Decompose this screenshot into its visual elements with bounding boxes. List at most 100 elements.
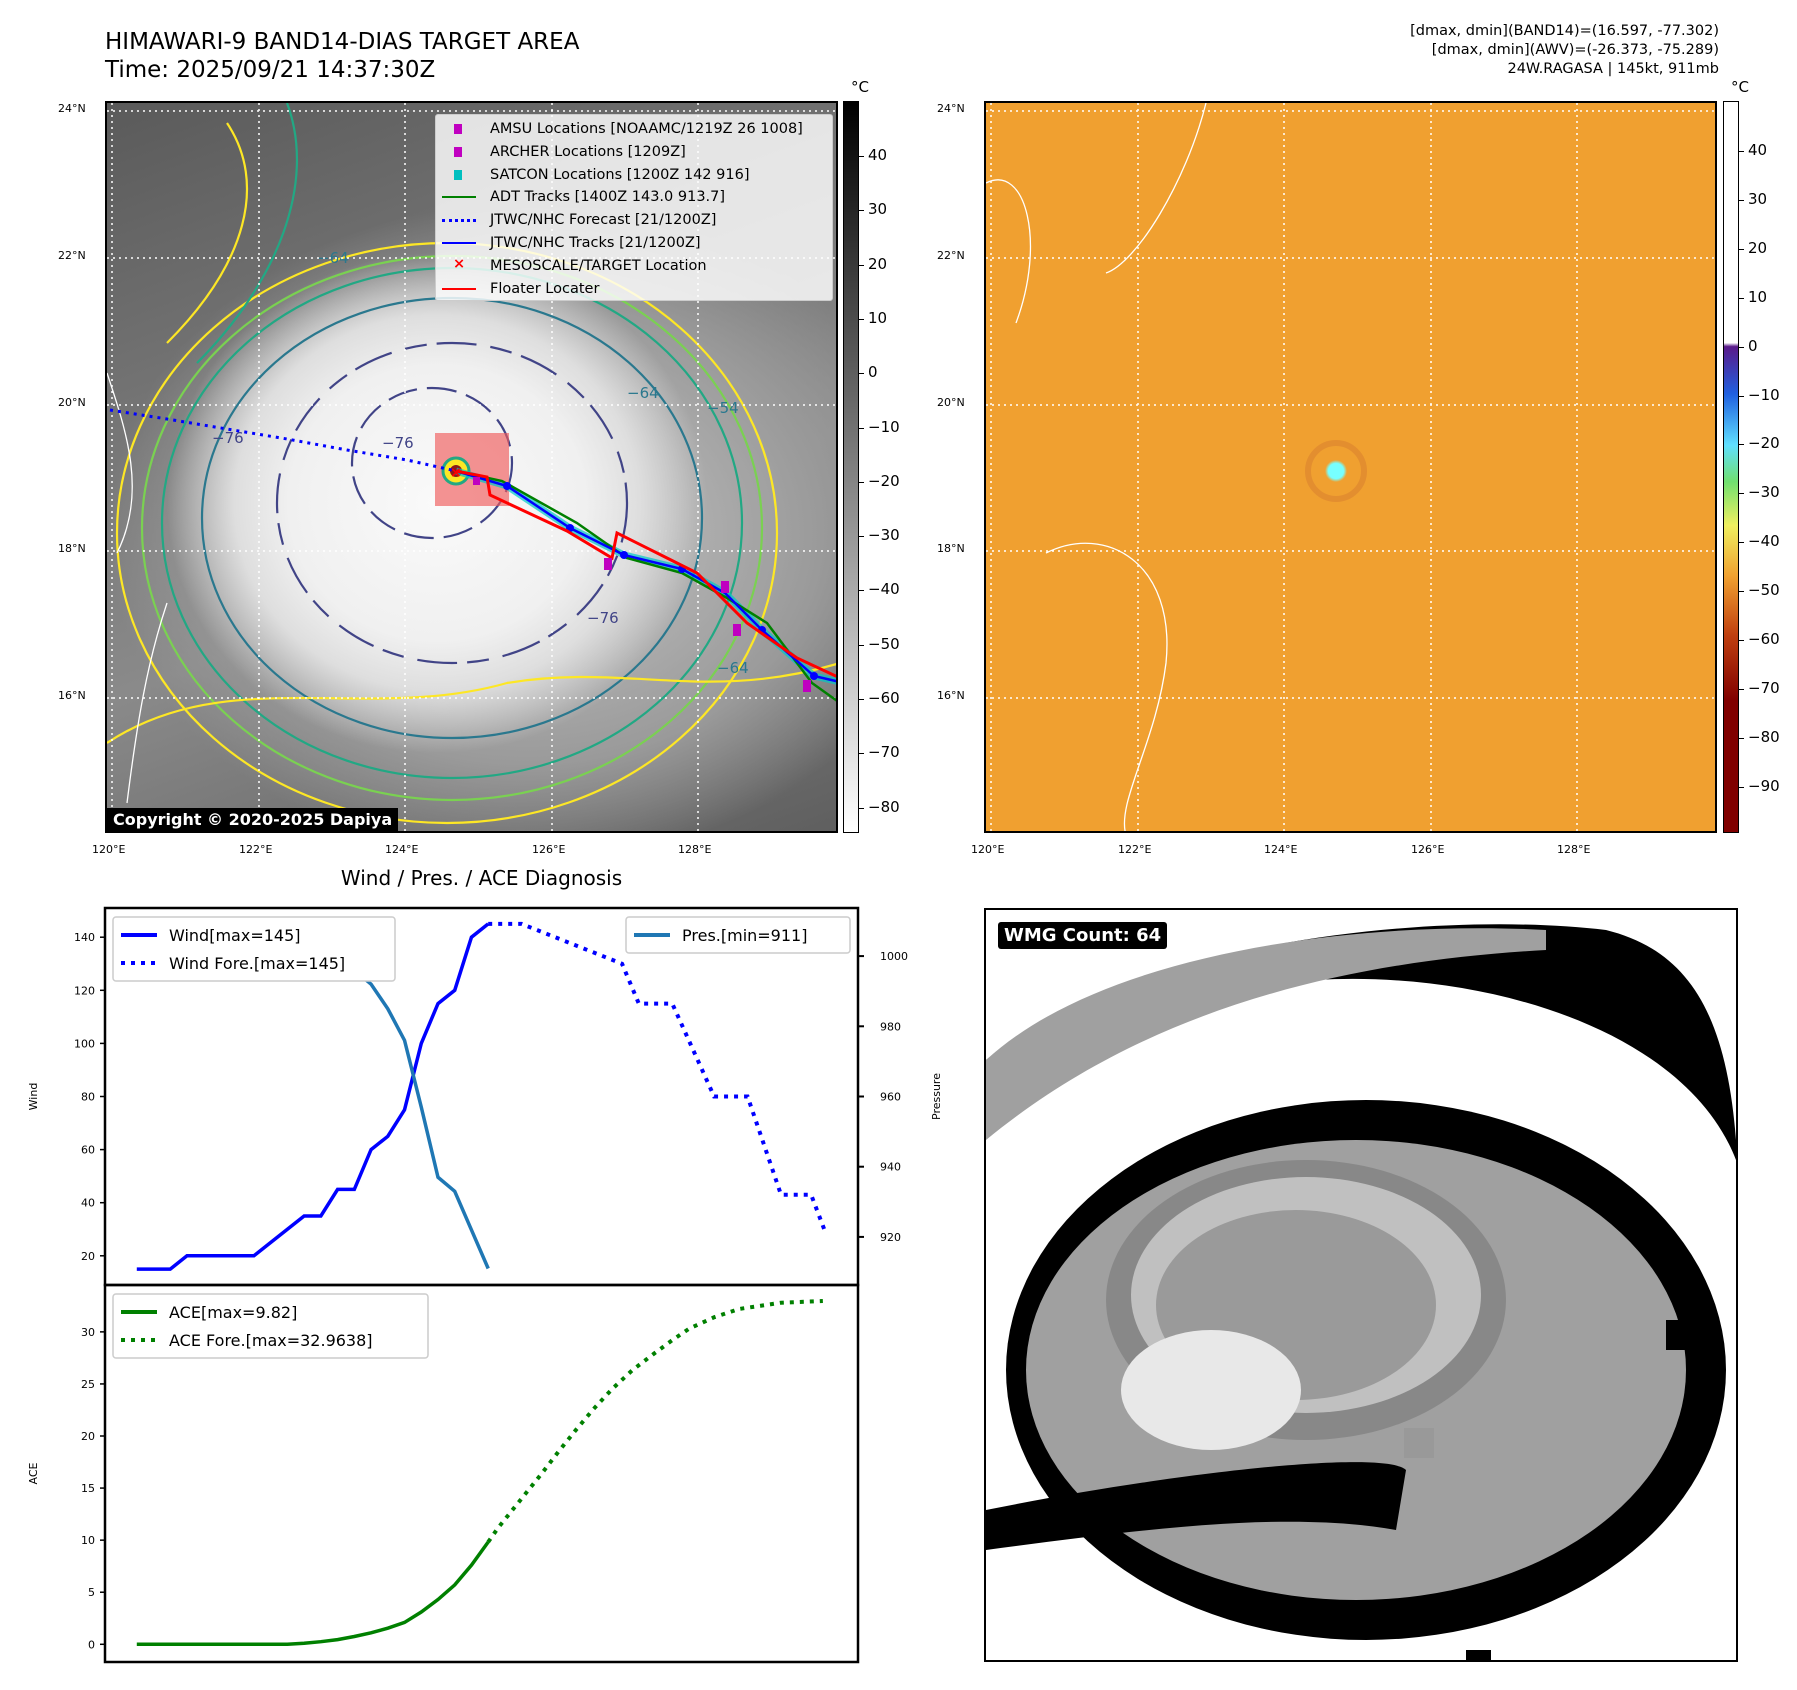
colorbar-tick-label: −40	[1748, 532, 1780, 551]
colorbar-tick	[859, 156, 864, 157]
lon-tick-label: 128°E	[1557, 843, 1591, 856]
y-tick-label: 60	[81, 1144, 95, 1157]
legend-label: ARCHER Locations [1209Z]	[490, 143, 686, 160]
y-tick-label: 120	[74, 984, 95, 997]
colorbar-tick-label: −70	[1748, 678, 1780, 697]
colorbar-tick-label: −70	[868, 743, 900, 762]
colorbar-tick-label: 10	[1748, 287, 1768, 306]
y-tick-label: 40	[81, 1197, 95, 1210]
colorbar-tick	[859, 373, 864, 375]
y-tick-label: 20	[81, 1250, 95, 1263]
colorbar-tick	[1739, 786, 1744, 788]
contour-label: −54	[707, 399, 739, 417]
legend-item: SATCON Locations [1200Z 142 916]	[442, 164, 749, 186]
coastline	[107, 372, 168, 804]
y-tick-label: 100	[74, 1037, 95, 1050]
legend-swatch-icon	[442, 124, 476, 134]
lat-tick-label: 24°N	[937, 102, 965, 115]
title-line-1: HIMAWARI-9 BAND14-DIAS TARGET AREA	[105, 29, 580, 55]
lat-tick-label: 20°N	[58, 396, 86, 409]
contour-light-green	[140, 254, 764, 802]
legend-label: Wind[max=145]	[169, 926, 301, 945]
contour-label: −64	[717, 659, 749, 677]
coastline	[986, 103, 1207, 831]
colorbar-tick-label: 0	[1748, 336, 1758, 355]
chart-legend	[112, 1293, 429, 1359]
title-line-2: Time: 2025/09/21 14:37:30Z	[105, 57, 436, 83]
series-line-1	[486, 1299, 823, 1544]
colorbar-tick	[859, 264, 864, 266]
colorbar-tick-label: −20	[868, 471, 900, 490]
colorbar-tick	[1739, 737, 1744, 739]
contour-inner	[350, 386, 514, 540]
y-tick-label: 10	[81, 1534, 95, 1547]
left-colorbar	[843, 101, 859, 833]
right-colorbar	[1723, 101, 1739, 833]
lon-tick-label: 122°E	[239, 843, 273, 856]
storm-intensity: 24W.RAGASA | 145kt, 911mb	[1507, 61, 1719, 77]
colorbar-tick	[859, 590, 864, 592]
y2-tick-label: 920	[880, 1231, 901, 1244]
colorbar-tick	[1739, 395, 1744, 397]
colorbar-tick	[1739, 346, 1744, 348]
y-tick-label: 80	[81, 1091, 95, 1104]
lat-tick-label: 16°N	[937, 689, 965, 702]
colorbar-tick-label: −50	[1748, 581, 1780, 600]
ace-chart: 0 5 10 15 20 25 30 ACE ACE[max=9.82] ACE Fore.[ma…	[27, 1283, 860, 1664]
contour-navy	[275, 341, 629, 665]
colorbar-tick-label: −60	[868, 689, 900, 707]
figure-title: HIMAWARI-9 BAND14-DIAS TARGET AREA Time: …	[105, 28, 579, 84]
wmg-count-badge: WMG Count: 64	[998, 922, 1168, 949]
colorbar-tick	[859, 318, 864, 320]
colorbar-tick	[1739, 591, 1744, 593]
legend-label: MESOSCALE/TARGET Location	[490, 257, 707, 274]
contour-yellow	[115, 241, 779, 825]
chart-legend	[112, 916, 396, 982]
lon-tick-label: 120°E	[92, 843, 126, 856]
lon-tick-label: 126°E	[1411, 843, 1445, 856]
legend-swatch-icon	[442, 146, 476, 157]
y-tick-label: 0	[88, 1638, 95, 1651]
colorbar-tick	[859, 644, 864, 646]
legend-item: ARCHER Locations [1209Z]	[442, 141, 686, 163]
colorbar-tick-label: −90	[1748, 776, 1780, 795]
contour-label: −76	[382, 434, 414, 452]
axes-frame	[103, 1283, 860, 1664]
colorbar-tick	[1739, 248, 1744, 250]
lon-tick-label: 124°E	[385, 843, 419, 856]
colorbar-tick	[859, 427, 864, 429]
legend-label: SATCON Locations [1200Z 142 916]	[490, 166, 750, 183]
colorbar-tick	[1739, 151, 1744, 152]
gray-pixel-block	[1404, 1428, 1434, 1458]
storm-info: [dmax, dmin](BAND14)=(16.597, -77.302) […	[1410, 22, 1719, 79]
legend-label: JTWC/NHC Forecast [21/1200Z]	[490, 212, 717, 229]
legend-swatch-icon	[442, 169, 476, 180]
copyright-label: Copyright © 2020-2025 Dapiya	[107, 808, 399, 831]
legend-item: JTWC/NHC Tracks [21/1200Z]	[442, 232, 701, 254]
y-tick-label: 140	[74, 931, 95, 944]
y2-tick-label: 940	[880, 1161, 901, 1174]
satcon-track	[455, 467, 836, 685]
right-colorbar-unit: °C	[1731, 78, 1749, 96]
black-pixel-block	[1666, 1320, 1706, 1350]
legend-label: ACE Fore.[max=32.9638]	[169, 1331, 373, 1350]
lon-tick-label: 128°E	[678, 843, 712, 856]
legend-label: AMSU Locations [NOAAMC/1219Z 26 1008]	[490, 121, 803, 137]
contour-band	[166, 122, 249, 344]
lon-tick-label: 124°E	[1264, 843, 1298, 856]
series-line-0	[136, 1541, 490, 1647]
contour-green	[160, 266, 744, 780]
y-tick-label: 30	[81, 1326, 95, 1339]
lat-tick-label: 24°N	[58, 102, 86, 115]
chart-legend	[625, 916, 851, 954]
colorbar-tick-label: −80	[1748, 727, 1780, 746]
lat-tick-label: 20°N	[937, 396, 965, 409]
awv-enhanced-map	[984, 101, 1717, 833]
y-tick-label: 25	[81, 1378, 95, 1391]
contour-label: −76	[587, 609, 619, 627]
y-tick-label: 15	[81, 1482, 95, 1495]
lon-tick-label: 120°E	[971, 843, 1005, 856]
legend-label: Wind Fore.[max=145]	[169, 954, 345, 973]
eyewall-spiral	[1305, 440, 1367, 502]
legend-label: JTWC/NHC Tracks [21/1200Z]	[490, 235, 701, 251]
